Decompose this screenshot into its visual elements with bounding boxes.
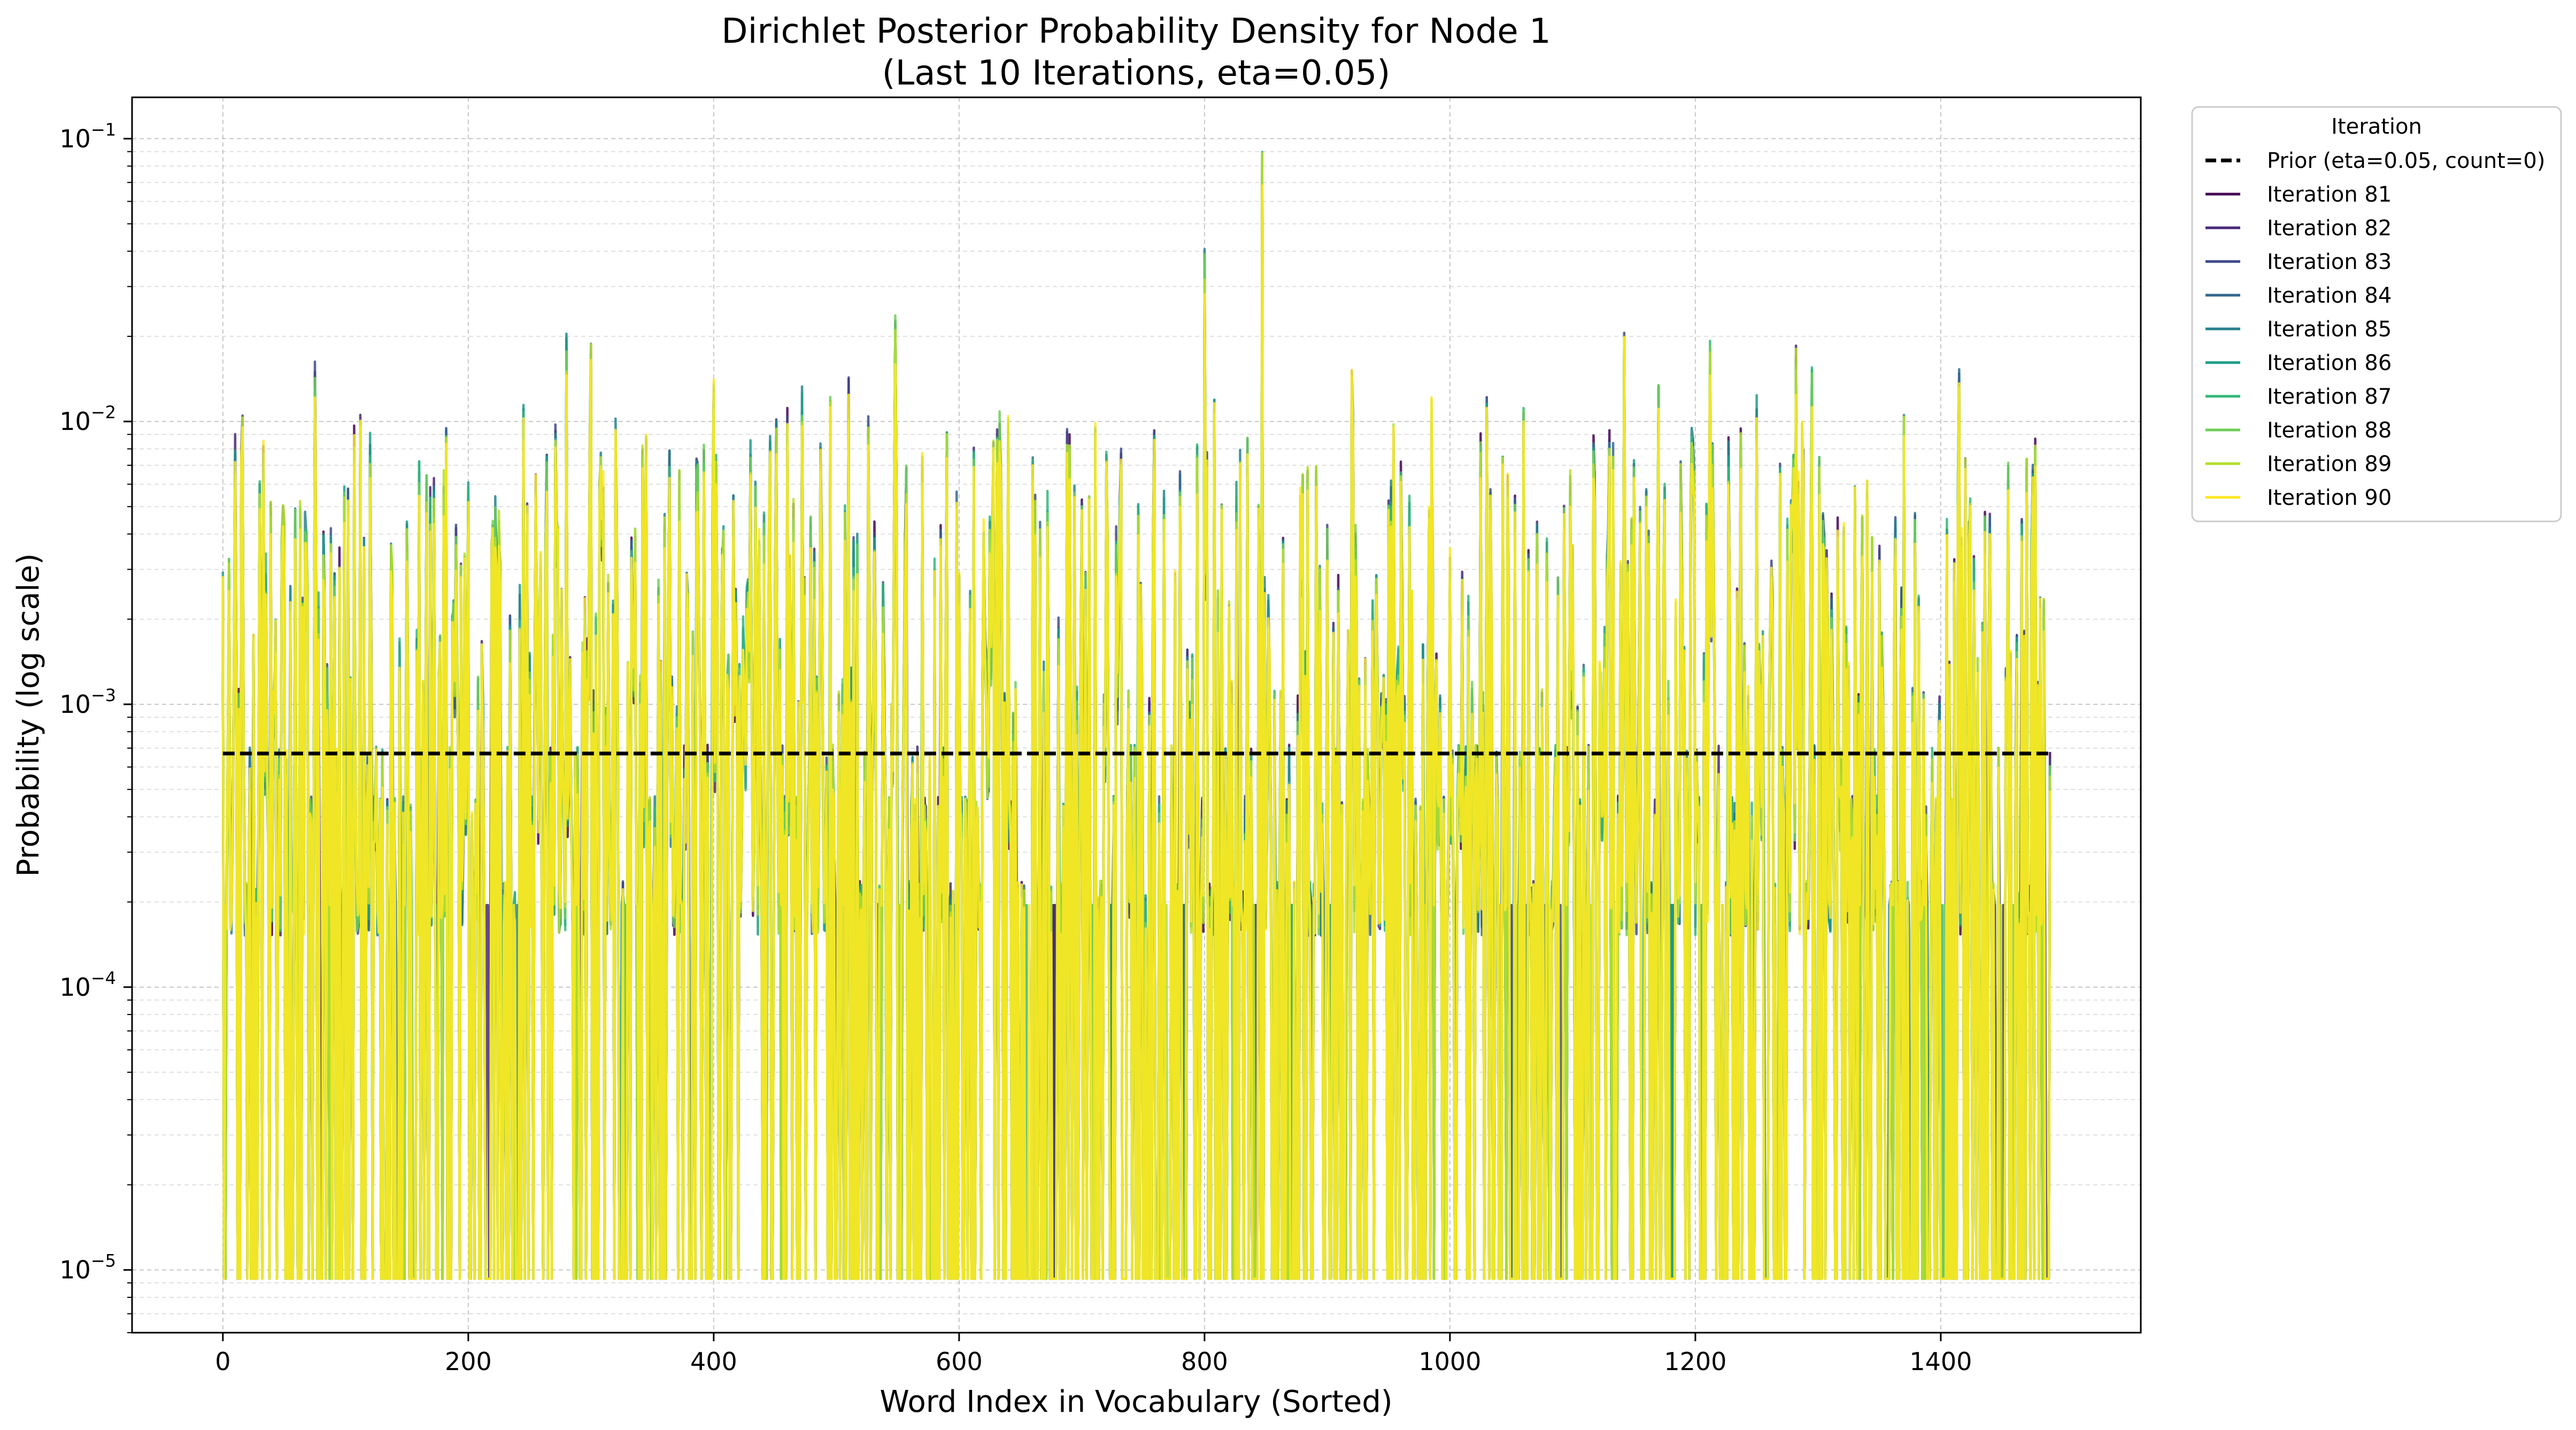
chart-title: Dirichlet Posterior Probability Density … (721, 12, 1551, 51)
y-tick-label: 10−1 (59, 119, 116, 153)
x-tick-label: 0 (215, 1347, 230, 1376)
y-tick-label: 10−4 (59, 968, 116, 1002)
y-axis-label: Probability (log scale) (11, 553, 46, 877)
legend-label: Iteration 90 (2267, 486, 2392, 510)
legend-label: Iteration 81 (2267, 182, 2392, 207)
legend-label: Prior (eta=0.05, count=0) (2267, 149, 2545, 173)
legend-label: Iteration 82 (2267, 216, 2392, 241)
x-tick-label: 600 (936, 1347, 983, 1376)
legend-label: Iteration 85 (2267, 317, 2392, 342)
y-tick-label: 10−2 (59, 402, 116, 436)
x-axis-ticks: 0 200 400 600 800 1000 1200 1400 (215, 1333, 1972, 1376)
chart-subtitle: (Last 10 Iterations, eta=0.05) (882, 53, 1391, 93)
legend: Iteration Prior (eta=0.05, count=0) Itera… (2191, 106, 2562, 522)
x-tick-label: 1400 (1909, 1347, 1972, 1376)
legend-label: Iteration 86 (2267, 351, 2392, 375)
x-axis-label: Word Index in Vocabulary (Sorted) (880, 1385, 1392, 1419)
plot-frame (131, 96, 2142, 1334)
legend-label: Iteration 89 (2267, 452, 2392, 476)
legend-items: Prior (eta=0.05, count=0) Iteration 81 Ite… (2205, 149, 2545, 510)
x-tick-label: 400 (690, 1347, 737, 1376)
legend-label: Iteration 87 (2267, 385, 2392, 409)
legend-title: Iteration (2331, 114, 2422, 139)
y-axis-ticks: 10−1 10−2 10−3 10−4 10−5 (59, 119, 132, 1333)
series-lines (221, 151, 2051, 1280)
y-tick-label: 10−3 (59, 685, 116, 719)
y-tick-label: 10−5 (59, 1251, 116, 1285)
legend-label: Iteration 84 (2267, 283, 2392, 308)
x-tick-label: 800 (1181, 1347, 1228, 1376)
legend-box (2191, 106, 2562, 522)
legend-label: Iteration 83 (2267, 250, 2392, 274)
x-tick-label: 200 (445, 1347, 492, 1376)
x-tick-label: 1000 (1418, 1347, 1481, 1376)
x-tick-label: 1200 (1664, 1347, 1726, 1376)
series-line-10 (221, 184, 2051, 1280)
legend-label: Iteration 88 (2267, 418, 2392, 443)
